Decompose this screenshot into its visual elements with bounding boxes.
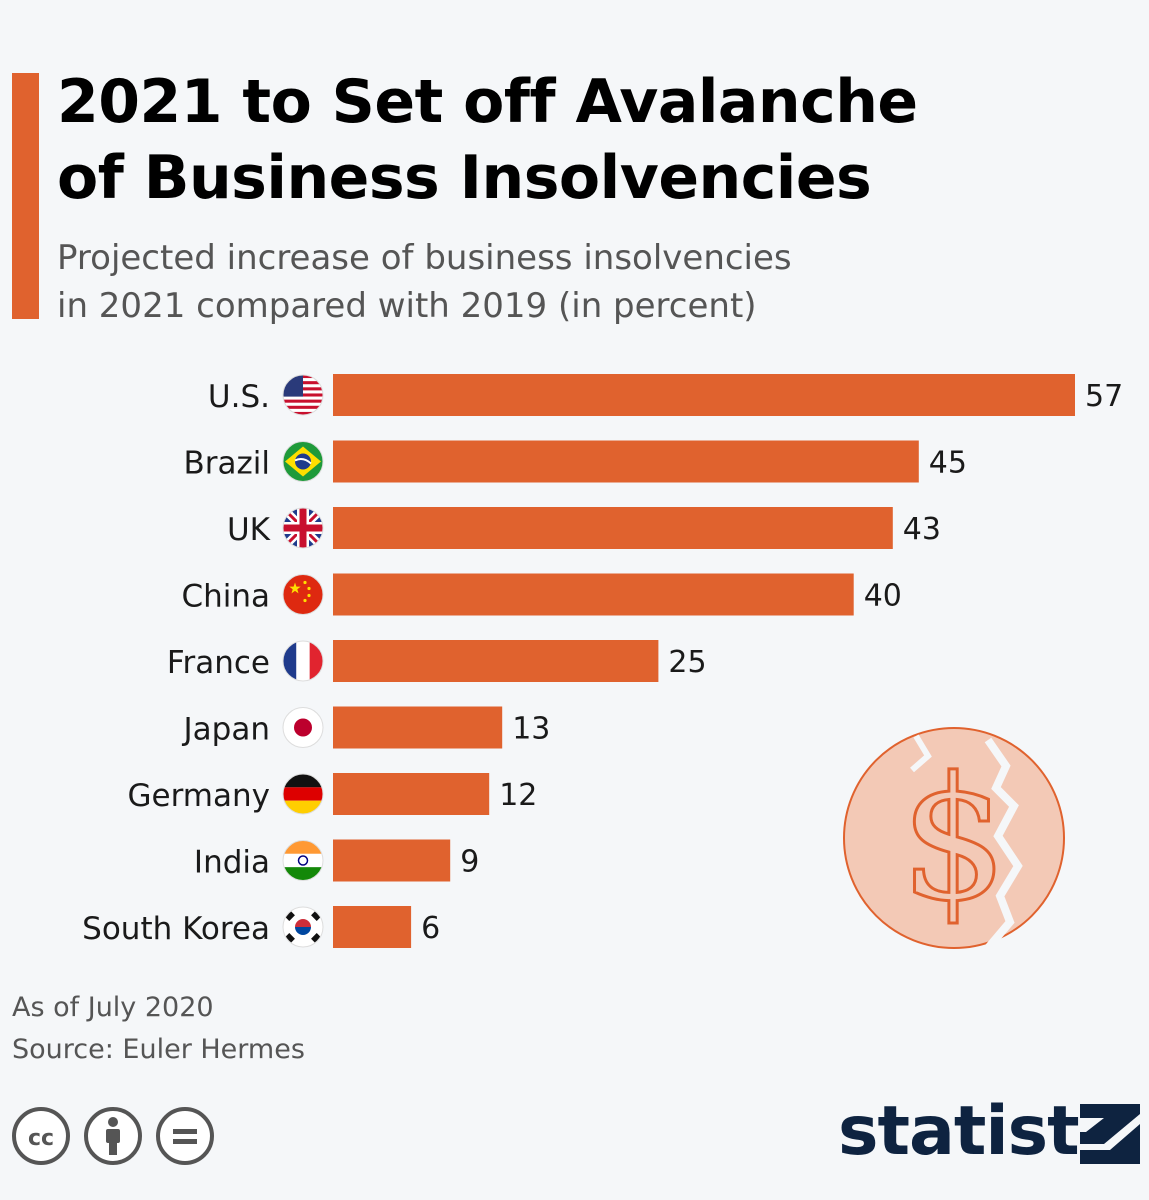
germany-flag-icon: [282, 773, 324, 815]
bar: [333, 573, 854, 616]
accent-bar: [12, 73, 39, 319]
chart-subtitle: Projected increase of business insolvenc…: [57, 234, 957, 330]
no-derivatives-icon[interactable]: [156, 1107, 214, 1165]
category-label: U.S.: [208, 379, 270, 415]
value-label: 9: [460, 845, 479, 880]
bar-row: Germany 12: [128, 773, 537, 815]
statista-logo-icon[interactable]: [1080, 1104, 1140, 1164]
attribution-icon[interactable]: [84, 1107, 142, 1165]
bar: [333, 440, 919, 483]
value-label: 13: [512, 712, 550, 747]
category-label: South Korea: [82, 911, 270, 947]
japan-flag-icon: [282, 707, 324, 748]
title-line-1: 2021 to Set off Avalanche: [57, 67, 918, 137]
value-label: 25: [668, 645, 706, 680]
bar: [333, 507, 893, 549]
statista-wordmark[interactable]: statista: [838, 1092, 1125, 1171]
bar: [333, 374, 1075, 416]
bar-row: China 40: [181, 573, 902, 616]
bar-row: India 9: [194, 839, 479, 882]
value-label: 45: [929, 446, 967, 481]
bar: [333, 640, 659, 682]
title-line-2: of Business Insolvencies: [57, 143, 872, 213]
bar: [333, 839, 451, 882]
value-label: 43: [903, 512, 941, 547]
bar-chart: U.S. 57 Brazil 45 UK 43 China 40 France 25 Japan 13…: [82, 374, 1123, 948]
category-label: Germany: [128, 778, 270, 814]
svg-text:$: $: [900, 741, 1008, 939]
bar: [333, 773, 490, 815]
category-label: Japan: [182, 712, 270, 748]
bar-row: Brazil 45: [183, 440, 967, 483]
value-label: 12: [499, 778, 537, 813]
broken-dollar-coin-icon: $: [843, 727, 1065, 951]
subtitle-line-1: Projected increase of business insolvenc…: [57, 238, 792, 278]
category-label: France: [167, 645, 270, 681]
india-flag-icon: [282, 840, 324, 881]
uk-flag-icon: [282, 507, 324, 549]
category-label: China: [181, 579, 270, 615]
source-note: Source: Euler Hermes: [12, 1034, 305, 1065]
category-label: India: [194, 845, 270, 881]
category-label: UK: [227, 512, 271, 548]
france-flag-icon: [282, 640, 324, 682]
brazil-flag-icon: [282, 441, 324, 482]
value-label: 57: [1085, 379, 1123, 414]
subtitle-line-2: in 2021 compared with 2019 (in percent): [57, 286, 757, 326]
us-flag-icon: [282, 374, 324, 416]
bar-row: UK 43: [227, 507, 941, 549]
svg-text:cc: cc: [28, 1126, 54, 1151]
license-icons: cc: [12, 1107, 214, 1165]
value-label: 6: [421, 911, 440, 946]
bar-row: France 25: [167, 640, 707, 682]
bar-row: U.S. 57: [208, 374, 1123, 416]
bar-row: Japan 13: [182, 706, 550, 749]
chart-title: 2021 to Set off Avalanche of Business In…: [57, 64, 1057, 216]
south-korea-flag-icon: [282, 906, 324, 948]
bar: [333, 706, 503, 749]
category-label: Brazil: [183, 446, 270, 482]
bar-row: South Korea 6: [82, 906, 440, 948]
as-of-note: As of July 2020: [12, 992, 214, 1023]
cc-icon[interactable]: cc: [12, 1107, 70, 1165]
value-label: 40: [864, 579, 902, 614]
bar: [333, 906, 412, 948]
china-flag-icon: [282, 574, 324, 615]
